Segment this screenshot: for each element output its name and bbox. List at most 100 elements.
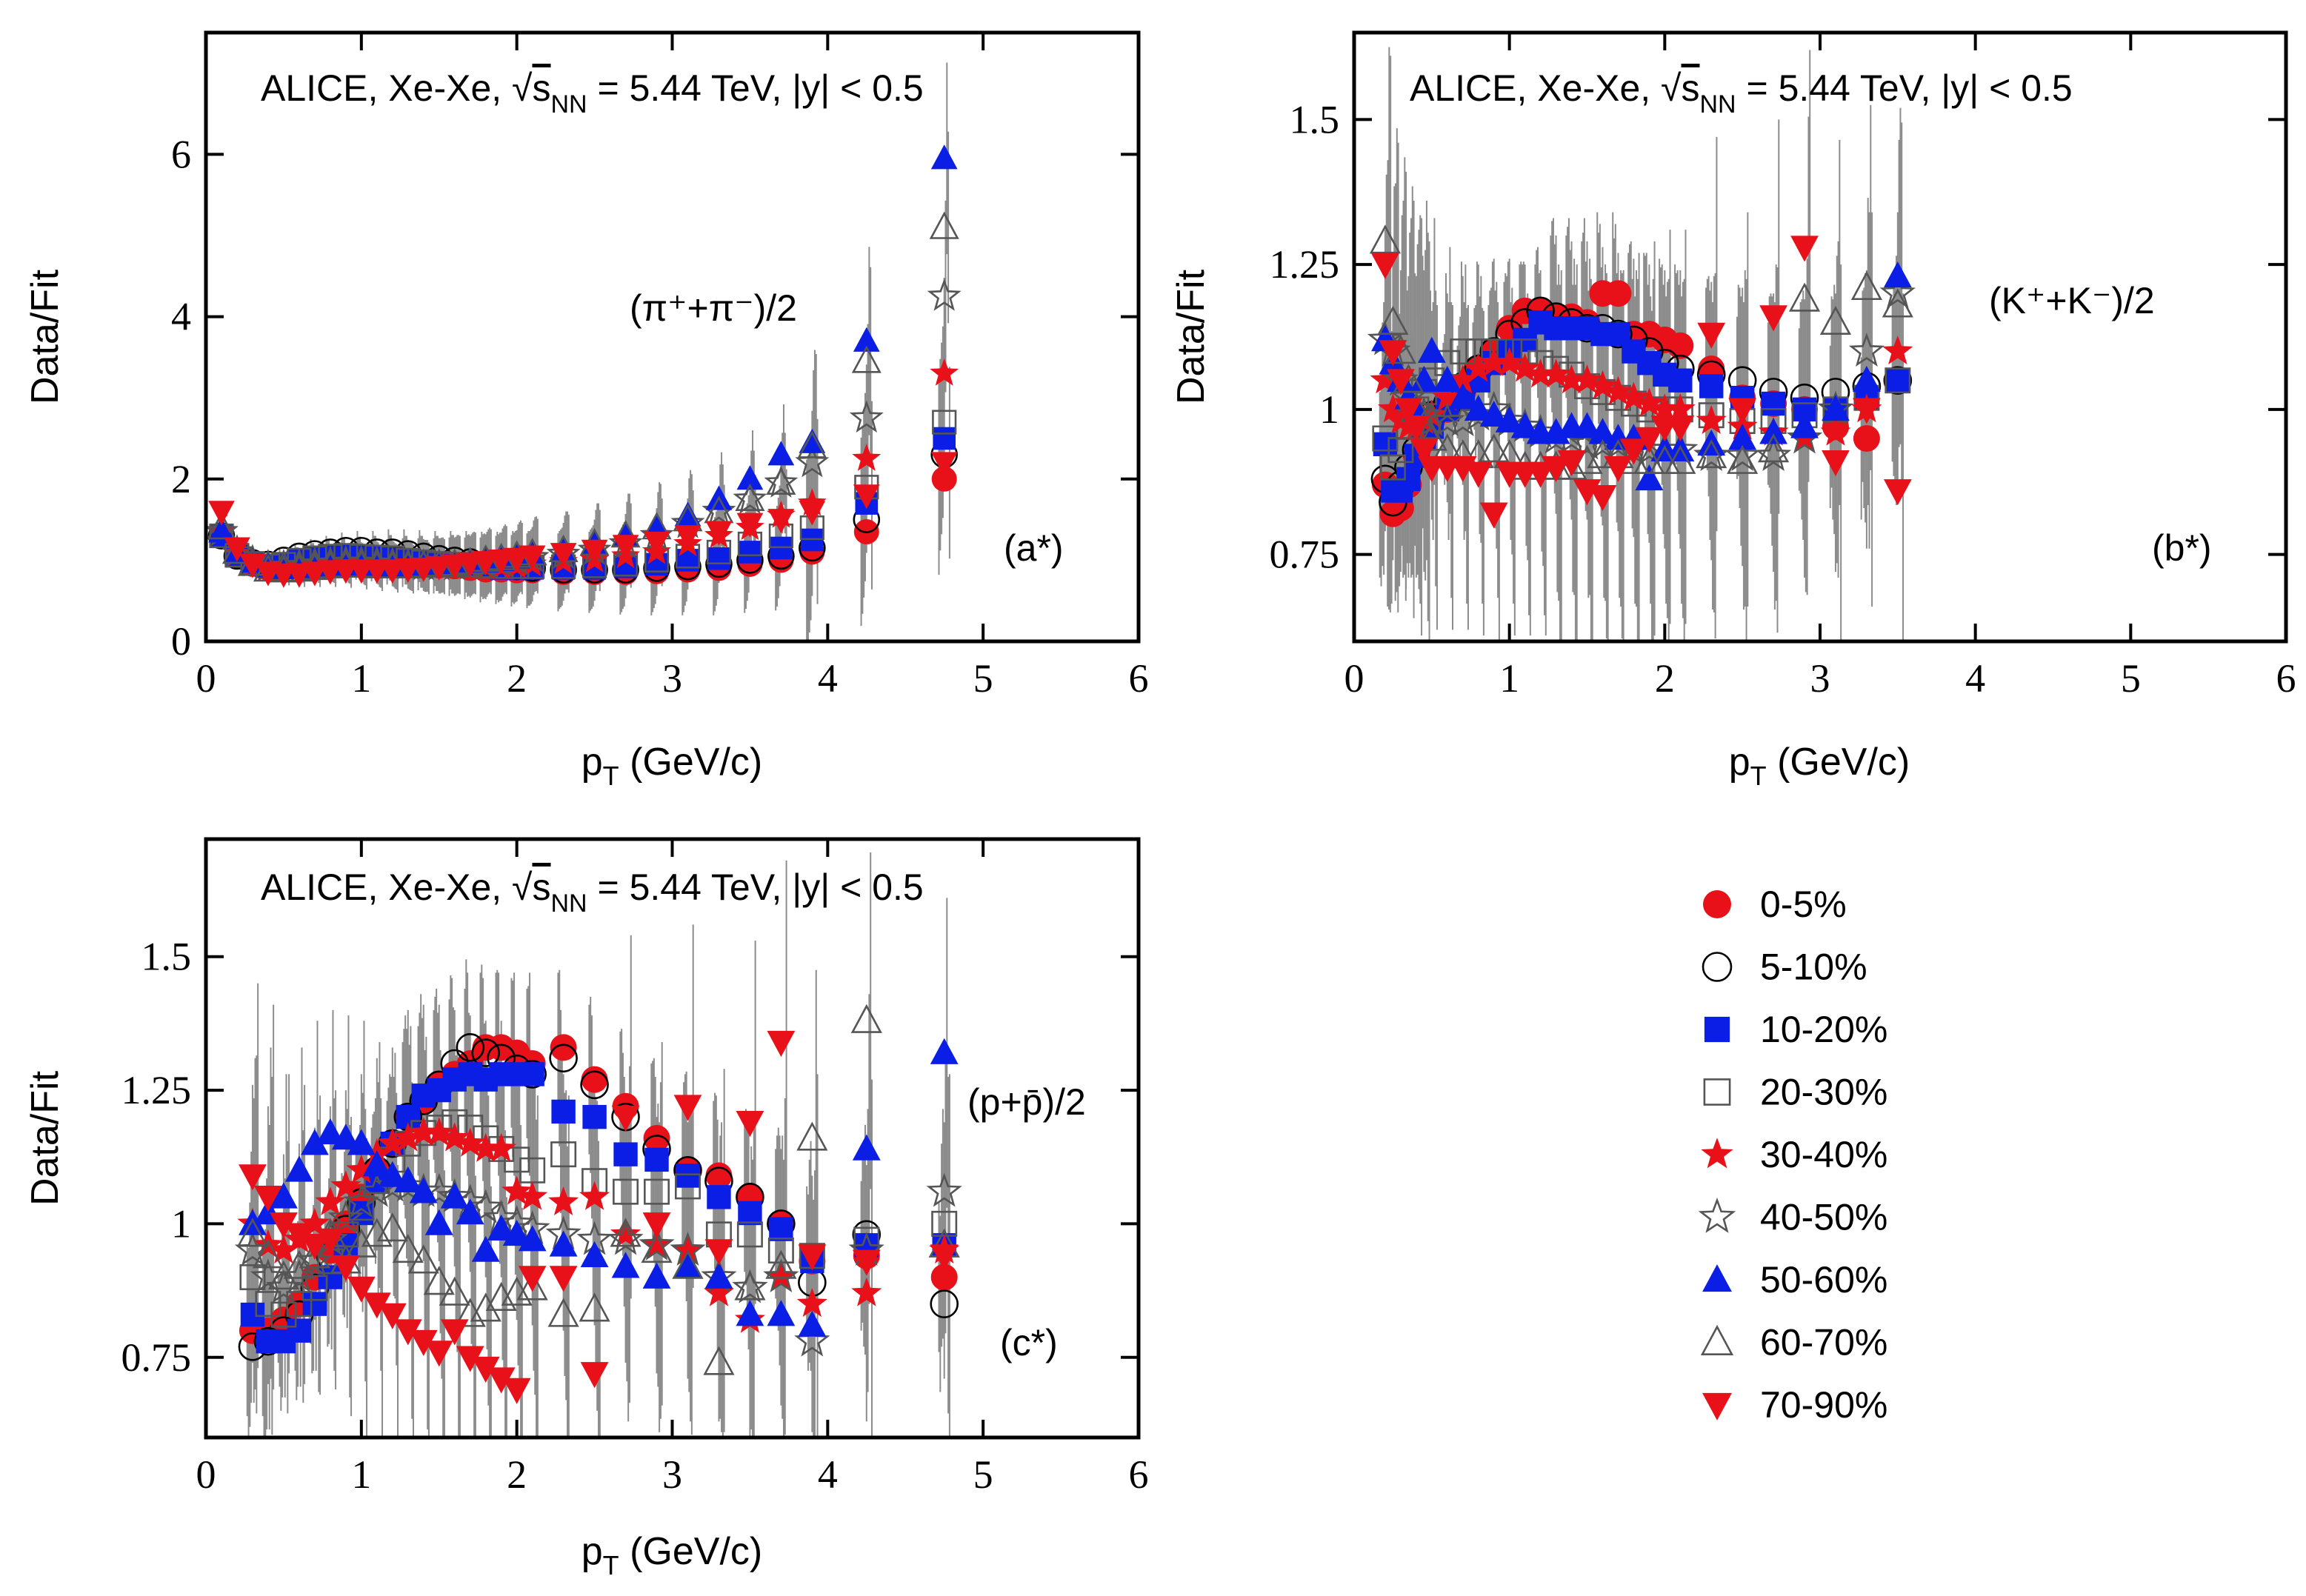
data-point <box>331 1123 360 1150</box>
data-point <box>239 1209 267 1235</box>
data-point <box>1758 433 1790 463</box>
legend-item: 5-10% <box>1702 946 1867 988</box>
data-point <box>579 1181 610 1210</box>
data-point <box>283 1249 315 1279</box>
data-point <box>409 1177 438 1203</box>
data-point <box>1385 404 1416 434</box>
sqrt-s-symbol: s <box>533 67 551 109</box>
data-point <box>1699 374 1724 398</box>
legend-marker <box>1702 1264 1732 1292</box>
data-point <box>930 452 958 477</box>
data-point <box>1494 347 1525 376</box>
data-point <box>520 1062 544 1086</box>
legend-item: 10-20% <box>1704 1009 1887 1050</box>
data-point <box>704 1239 733 1266</box>
data-point <box>933 427 956 450</box>
data-point <box>548 1186 579 1215</box>
series-40-50% <box>204 278 962 581</box>
y-tick-label: 1.5 <box>1290 97 1340 141</box>
data-point <box>766 467 796 495</box>
data-point <box>926 1172 962 1207</box>
series-60-70% <box>206 211 959 583</box>
data-point <box>849 400 884 433</box>
legend-item: 50-60% <box>1702 1259 1887 1300</box>
y-tick-label: 2 <box>171 457 191 501</box>
data-point <box>330 1170 361 1200</box>
panel-c-header: ALICE, Xe-Xe, √sNN = 5.44 TeV, |y| < 0.5 <box>261 867 924 918</box>
panel-a-header: ALICE, Xe-Xe, √sNN = 5.44 TeV, |y| < 0.5 <box>261 67 924 118</box>
data-point <box>612 535 639 560</box>
x-tick-label: 3 <box>1810 656 1830 701</box>
data-point <box>267 1261 299 1290</box>
data-point <box>456 1033 485 1062</box>
data-point <box>736 512 764 538</box>
data-point <box>610 1218 642 1247</box>
x-tick-label: 1 <box>351 1452 371 1497</box>
data-point <box>285 1155 313 1182</box>
legend-item: 30-40% <box>1701 1134 1887 1175</box>
data-point <box>221 535 252 564</box>
data-point <box>1525 358 1556 388</box>
data-point <box>376 1212 408 1242</box>
data-point <box>929 211 959 239</box>
data-point <box>582 1104 607 1129</box>
data-point <box>362 1292 391 1319</box>
data-point <box>644 1178 670 1205</box>
data-point <box>1541 358 1572 388</box>
data-point <box>765 1249 797 1279</box>
data-point <box>299 1207 330 1237</box>
data-point <box>581 1066 608 1093</box>
data-point <box>549 1266 578 1292</box>
data-point <box>852 1249 881 1276</box>
data-point <box>1604 280 1632 307</box>
x-tick-label: 2 <box>1655 656 1675 701</box>
data-point <box>673 1095 702 1121</box>
data-point <box>362 1150 391 1177</box>
data-point <box>1394 398 1423 424</box>
data-point <box>550 1141 577 1168</box>
data-point <box>302 1292 327 1316</box>
data-point <box>454 1298 486 1327</box>
data-point <box>1728 424 1757 450</box>
data-point <box>1668 368 1693 393</box>
data-point <box>424 1340 453 1367</box>
panel-a-species-label: (π⁺+π⁻)/2 <box>630 287 797 329</box>
data-point <box>927 278 962 311</box>
data-point <box>1693 437 1730 472</box>
data-point <box>439 1122 470 1152</box>
data-point <box>1790 236 1819 262</box>
data-point <box>767 1030 796 1057</box>
data-point <box>613 1178 639 1205</box>
data-point <box>1572 364 1602 394</box>
data-point <box>739 541 762 564</box>
data-point <box>487 1367 516 1394</box>
legend-item: 60-70% <box>1700 1322 1887 1363</box>
data-point <box>1604 455 1633 482</box>
data-point <box>236 1218 269 1247</box>
data-point <box>1756 437 1792 472</box>
data-point <box>1371 253 1399 279</box>
x-tick-label: 3 <box>662 656 682 701</box>
legend-label: 70-90% <box>1760 1384 1887 1426</box>
data-point <box>1377 393 1408 423</box>
data-point <box>1448 383 1477 410</box>
data-point <box>470 1292 501 1322</box>
data-point <box>456 1198 484 1225</box>
x-tick-label: 2 <box>507 1452 527 1497</box>
x-tick-label: 1 <box>351 656 371 701</box>
data-point <box>252 1239 284 1269</box>
data-point <box>851 1277 882 1306</box>
data-point <box>1885 367 1911 394</box>
data-point <box>1882 288 1913 318</box>
data-point <box>732 1269 768 1303</box>
data-point <box>1788 282 1821 312</box>
x-tick-label: 1 <box>1499 656 1519 701</box>
data-point <box>1510 353 1541 382</box>
data-point <box>1635 464 1664 491</box>
x-tick-label: 5 <box>973 656 993 701</box>
legend-label: 10-20% <box>1760 1009 1887 1050</box>
data-point <box>301 1275 328 1301</box>
data-point <box>642 1262 671 1289</box>
data-point <box>1495 406 1524 433</box>
legend-label: 40-50% <box>1760 1197 1887 1238</box>
